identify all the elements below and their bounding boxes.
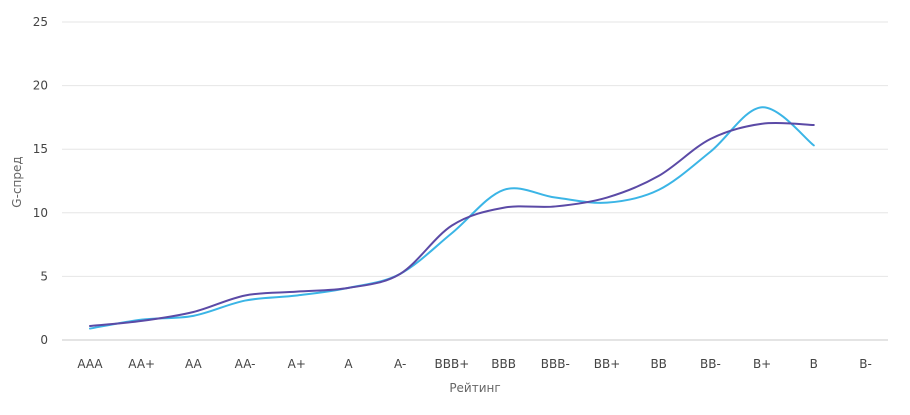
- x-tick-label: AA+: [128, 357, 155, 371]
- y-tick-label: 10: [33, 206, 48, 220]
- x-tick-label: A-: [394, 357, 406, 371]
- series-lines: [89, 106, 815, 330]
- x-tick-label: BBB: [491, 357, 516, 371]
- y-tick-label: 0: [40, 333, 48, 347]
- series-line-2: [89, 121, 815, 328]
- x-tick-label: BB+: [594, 357, 621, 371]
- x-tick-label: BB-: [700, 357, 721, 371]
- x-tick-label: BBB-: [541, 357, 570, 371]
- x-tick-label: AA-: [235, 357, 256, 371]
- x-axis-title: Рейтинг: [449, 381, 500, 395]
- x-tick-label: A+: [288, 357, 306, 371]
- x-tick-label: A: [344, 357, 353, 371]
- x-tick-label: AAA: [77, 357, 103, 371]
- x-tick-label: B: [810, 357, 818, 371]
- y-tick-label: 20: [33, 79, 48, 93]
- y-tick-label: 5: [40, 269, 48, 283]
- y-axis-title: G-спред: [10, 156, 24, 207]
- x-tick-label: AA: [185, 357, 203, 371]
- y-tick-label: 25: [33, 15, 48, 29]
- x-tick-label: B+: [753, 357, 771, 371]
- x-tick-label: BB: [650, 357, 666, 371]
- x-tick-label: BBB+: [435, 357, 470, 371]
- series-line-1: [89, 106, 815, 330]
- y-axis-ticks: 0 5 10 15 20 25: [33, 15, 48, 347]
- x-axis-ticks: AAA AA+ AA AA- A+ A A- BBB+ BBB BBB- BB+ BB BB- B+ B B-: [77, 357, 871, 371]
- gridlines: [62, 21, 888, 341]
- y-tick-label: 15: [33, 142, 48, 156]
- x-tick-label: B-: [859, 357, 872, 371]
